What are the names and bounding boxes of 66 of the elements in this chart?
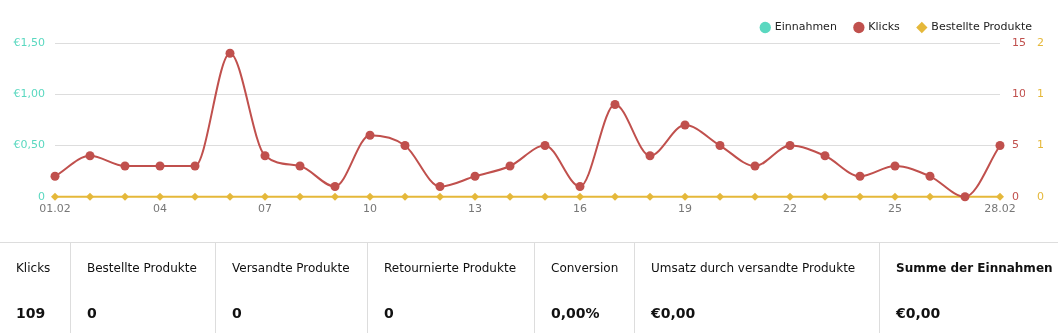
point xyxy=(155,161,165,171)
y2-tick-label: 5 xyxy=(1012,138,1019,152)
point xyxy=(470,171,480,181)
point xyxy=(505,161,515,171)
y2-tick-label: 0 xyxy=(1012,189,1019,203)
point xyxy=(400,141,410,151)
point xyxy=(680,120,690,130)
point xyxy=(260,151,270,161)
point xyxy=(190,161,200,171)
point xyxy=(50,171,60,181)
point xyxy=(995,141,1005,151)
x-tick-label: 13 xyxy=(468,202,482,216)
point xyxy=(295,161,305,171)
x-tick-label: 04 xyxy=(153,202,167,216)
text: Klicks xyxy=(16,261,52,275)
text: 0 xyxy=(384,305,395,321)
text: €0,00 xyxy=(896,305,942,321)
x-tick-label: 16 xyxy=(573,202,587,216)
text: Umsatz durch versandte Produkte xyxy=(651,261,857,275)
y3-tick-label: 1 xyxy=(1037,87,1044,101)
text: Conversion xyxy=(551,261,620,275)
y3-tick-label: 2 xyxy=(1037,35,1044,49)
point xyxy=(365,130,375,140)
x-tick-label: 19 xyxy=(678,202,692,216)
text: Retournierte Produkte xyxy=(384,261,517,275)
text: 0 xyxy=(87,305,98,321)
point xyxy=(645,151,655,161)
x-tick-label: 01.02 xyxy=(39,202,71,216)
point xyxy=(925,171,935,181)
x-tick-label: 28.02 xyxy=(984,202,1016,216)
text: €0,00 xyxy=(651,305,697,321)
point xyxy=(855,171,865,181)
y-tick-label: 0 xyxy=(38,189,45,203)
x-tick-label: 07 xyxy=(258,202,272,216)
y2-tick-label: 10 xyxy=(1012,87,1026,101)
point xyxy=(120,161,130,171)
y2-tick-label: 15 xyxy=(1012,35,1026,49)
point xyxy=(820,151,830,161)
point xyxy=(785,141,795,151)
point xyxy=(610,100,620,110)
text: 0 xyxy=(232,305,243,321)
point xyxy=(575,182,585,192)
point xyxy=(750,161,760,171)
text: Bestellte Produkte xyxy=(87,261,198,275)
y-tick-label: €0,50 xyxy=(13,138,45,152)
x-tick-label: 25 xyxy=(888,202,902,216)
legend-label: Klicks xyxy=(868,20,901,34)
text: 109 xyxy=(16,305,47,321)
point xyxy=(715,141,725,151)
text: 0,00% xyxy=(551,305,601,321)
text: Summe der Einnahmen xyxy=(896,261,1054,275)
point xyxy=(330,182,340,192)
legend-label: Bestellte Produkte xyxy=(931,20,1033,34)
legend-label: Einnahmen xyxy=(774,20,837,34)
point xyxy=(225,48,235,58)
text: Versandte Produkte xyxy=(232,261,351,275)
x-tick-label: 10 xyxy=(363,202,377,216)
point xyxy=(890,161,900,171)
y3-tick-label: 0 xyxy=(1037,189,1044,203)
point xyxy=(85,151,95,161)
y-tick-label: €1,50 xyxy=(13,35,45,49)
point xyxy=(435,182,445,192)
x-tick-label: 22 xyxy=(783,202,797,216)
y3-tick-label: 1 xyxy=(1037,138,1044,152)
y-tick-label: €1,00 xyxy=(13,87,45,101)
point xyxy=(540,141,550,151)
